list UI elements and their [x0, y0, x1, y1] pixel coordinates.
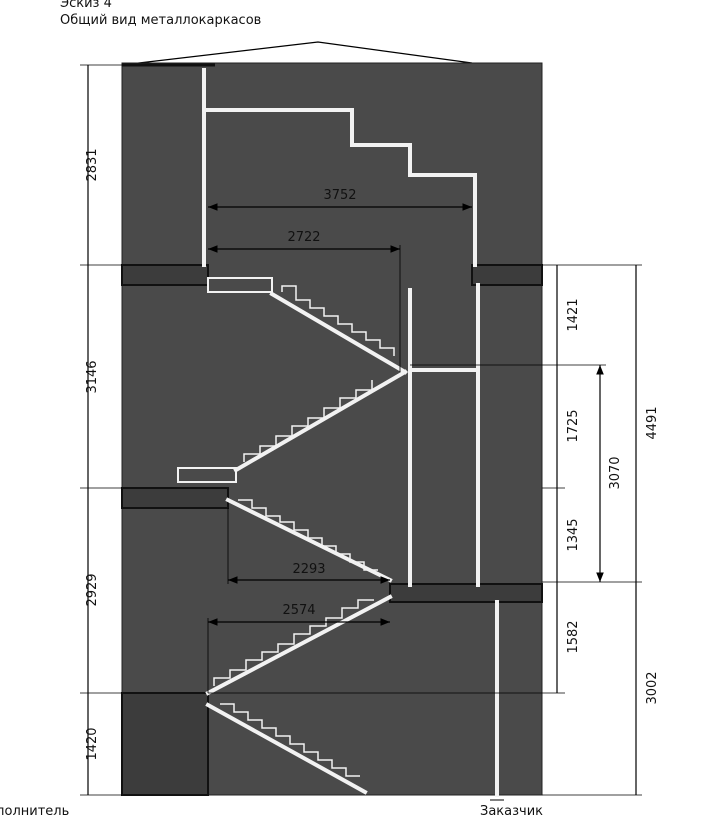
stair-stringer	[205, 594, 393, 696]
subtitle: Общий вид металлокаркасов	[60, 13, 261, 28]
dimension-label: 2831	[85, 148, 100, 181]
stair-steps	[220, 703, 360, 777]
frame	[202, 108, 477, 267]
roof-line	[121, 41, 473, 66]
stair-stringer	[205, 702, 368, 795]
stair-steps	[238, 499, 378, 571]
stair-steps	[243, 380, 373, 462]
footer-right: Заказчик	[480, 804, 543, 819]
dimension-label: 3752	[323, 188, 356, 203]
slab	[121, 264, 209, 286]
landing	[177, 467, 237, 483]
stair-steps	[281, 285, 395, 356]
stair-stringer	[269, 291, 408, 375]
dimension-label: 3146	[85, 360, 100, 393]
slab	[389, 583, 543, 603]
stair-stringer	[225, 497, 393, 583]
dimension-label: 1421	[566, 298, 581, 331]
dimension-label: 2293	[292, 562, 325, 577]
stair-stringer	[233, 369, 408, 473]
dimension-label: 1420	[85, 727, 100, 760]
dimension-label: 3070	[608, 456, 623, 489]
landing	[207, 277, 273, 293]
building-section	[121, 62, 543, 796]
dimension-label: 2722	[287, 230, 320, 245]
dimension-label: 2574	[282, 603, 315, 618]
dimension-label: 1582	[566, 620, 581, 653]
dimension-label: 3002	[645, 671, 660, 704]
dimension-label: 2929	[85, 573, 100, 606]
dimension-label: 1345	[566, 518, 581, 551]
dimension-label: 1725	[566, 409, 581, 442]
foundation-block	[121, 692, 209, 796]
slab	[121, 487, 229, 509]
title: Эскиз 4	[60, 0, 112, 11]
footer-left: полнитель	[0, 804, 69, 819]
stair-steps	[213, 599, 374, 686]
slab	[471, 264, 543, 286]
dimension-label: 4491	[645, 406, 660, 439]
